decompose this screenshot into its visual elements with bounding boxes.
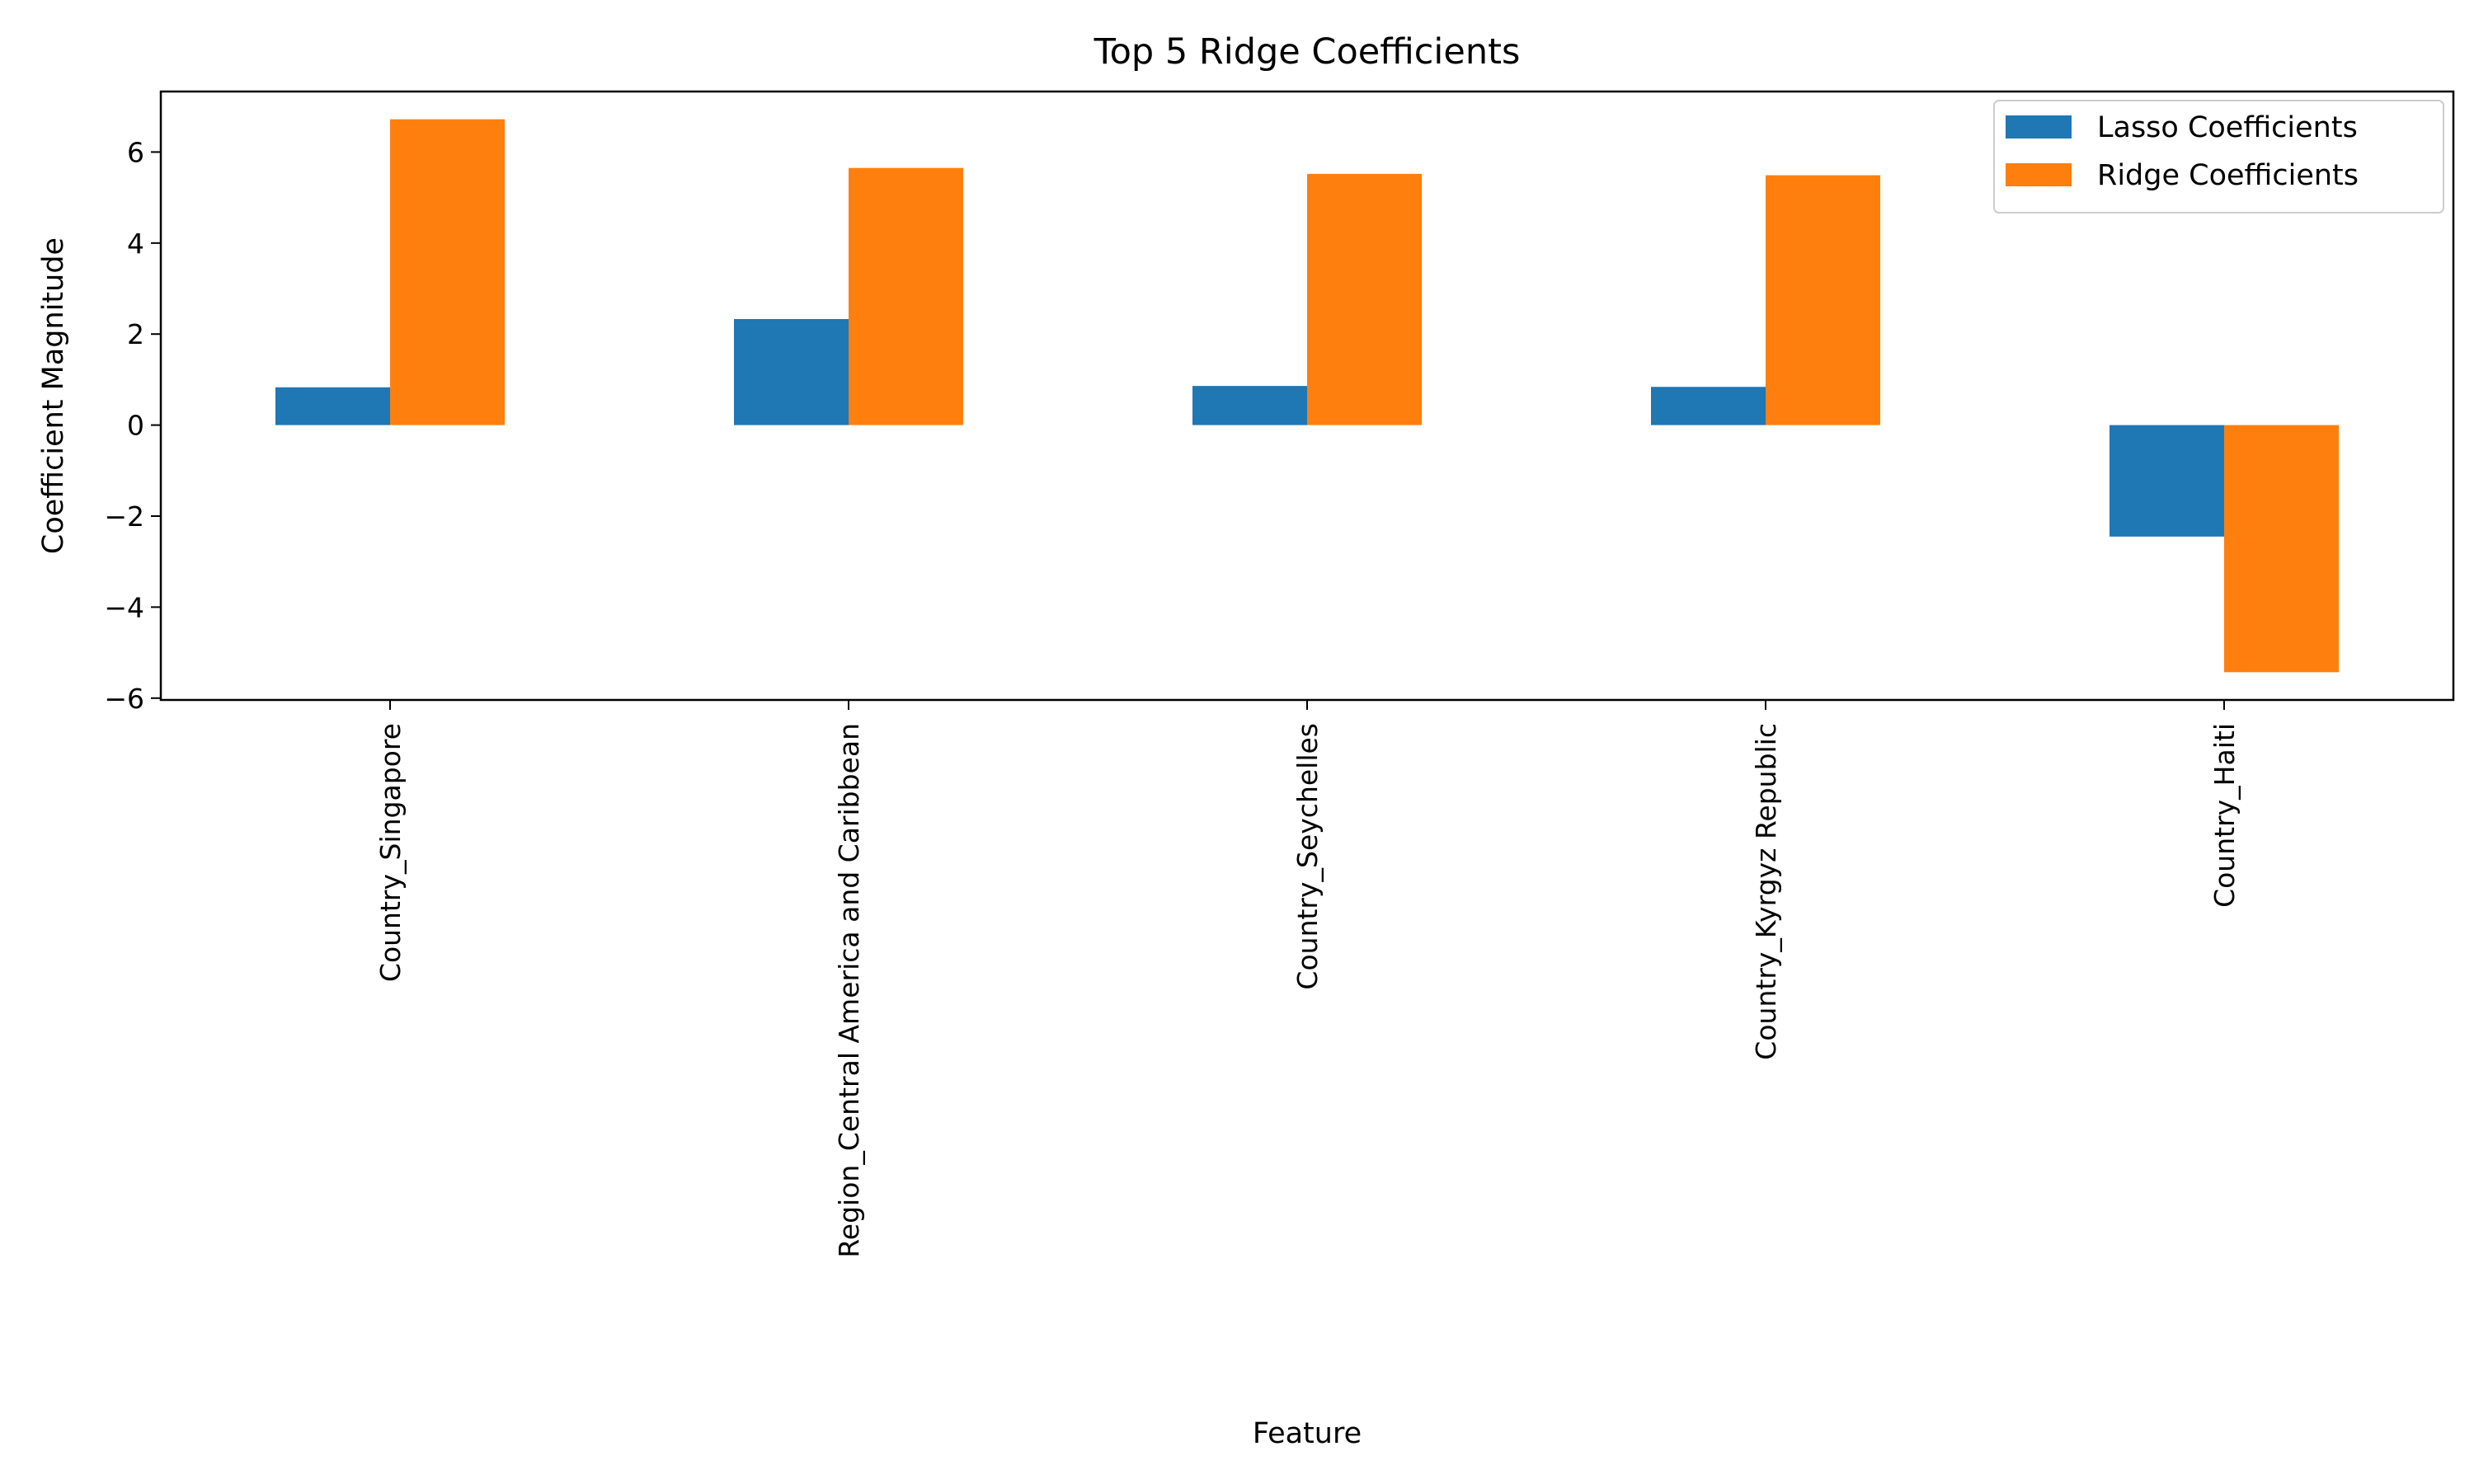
bar-ridge-2 — [1307, 173, 1422, 425]
y-tick-label: −4 — [104, 591, 144, 623]
y-tick-label: 4 — [127, 228, 144, 260]
x-tick-label: Region_Central America and Caribbean — [833, 723, 865, 1258]
bar-lasso-0 — [275, 387, 390, 425]
bar-ridge-4 — [2224, 425, 2339, 673]
bars-group — [275, 119, 2339, 673]
y-axis: −6 −4 −2 0 2 4 6 — [104, 136, 161, 715]
chart-title: Top 5 Ridge Coefficients — [1094, 31, 1521, 73]
bar-ridge-3 — [1766, 175, 1880, 425]
legend-box — [1993, 100, 2444, 214]
x-axis: Country_Singapore Region_Central America … — [374, 700, 2241, 1258]
bar-lasso-1 — [734, 318, 849, 425]
bar-ridge-1 — [849, 167, 963, 425]
y-tick-label: −2 — [104, 500, 144, 533]
bar-ridge-0 — [390, 119, 505, 425]
x-tick-label: Country_Kyrgyz Republic — [1750, 723, 1782, 1060]
bar-lasso-3 — [1651, 387, 1766, 425]
y-tick-label: 0 — [127, 410, 144, 442]
legend-label: Ridge Coefficients — [2097, 159, 2359, 192]
legend: Lasso Coefficients Ridge Coefficients — [1993, 100, 2444, 214]
bar-lasso-4 — [2109, 425, 2224, 537]
y-tick-label: −6 — [104, 683, 144, 715]
x-axis-label: Feature — [1253, 1417, 1362, 1450]
x-tick-label: Country_Seychelles — [1291, 723, 1324, 990]
y-axis-label: Coefficient Magnitude — [37, 237, 70, 554]
legend-label: Lasso Coefficients — [2097, 111, 2358, 144]
legend-swatch — [2006, 115, 2072, 139]
plot-frame — [159, 90, 2455, 702]
x-tick-label: Country_Singapore — [374, 723, 407, 982]
y-tick-label: 2 — [127, 318, 144, 350]
x-tick-label: Country_Haiti — [2208, 723, 2241, 908]
bar-lasso-2 — [1192, 386, 1307, 425]
legend-swatch — [2006, 163, 2072, 186]
y-tick-label: 6 — [127, 136, 144, 168]
